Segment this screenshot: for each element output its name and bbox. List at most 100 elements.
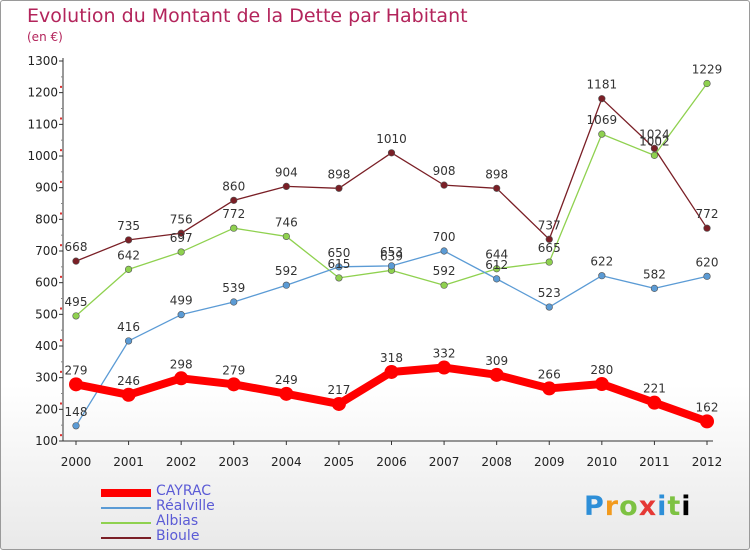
legend-item: Albias bbox=[101, 513, 301, 530]
x-tick-label: 2006 bbox=[376, 455, 407, 469]
y-tick-label: 800 bbox=[35, 212, 58, 226]
y-tick-label: 1000 bbox=[27, 149, 58, 163]
data-label: 653 bbox=[380, 245, 403, 259]
data-label: 746 bbox=[275, 215, 298, 229]
data-label: 1024 bbox=[639, 127, 670, 141]
data-label: 898 bbox=[485, 167, 508, 181]
data-label: 908 bbox=[433, 164, 456, 178]
data-label: 298 bbox=[170, 357, 193, 371]
y-tick-label: 1100 bbox=[27, 117, 58, 131]
data-label: 697 bbox=[170, 231, 193, 245]
data-point bbox=[440, 281, 448, 289]
data-label: 1181 bbox=[587, 78, 618, 92]
data-point bbox=[177, 229, 185, 237]
chart-title: Evolution du Montant de la Dette par Hab… bbox=[27, 5, 468, 27]
data-label: 416 bbox=[117, 320, 140, 334]
data-label: 332 bbox=[433, 347, 456, 361]
y-tick-label: 100 bbox=[35, 434, 58, 448]
x-tick-label: 2007 bbox=[429, 455, 460, 469]
series-line-réalville bbox=[75, 250, 708, 427]
data-label: 309 bbox=[485, 354, 508, 368]
y-tick-label: 600 bbox=[35, 276, 58, 290]
y-tick-label: 500 bbox=[35, 307, 58, 321]
data-label: 499 bbox=[170, 294, 193, 308]
x-tick-label: 2011 bbox=[639, 455, 670, 469]
data-point bbox=[387, 149, 396, 157]
x-tick-label: 2002 bbox=[166, 455, 197, 469]
data-label: 620 bbox=[696, 255, 719, 269]
data-point bbox=[230, 298, 238, 306]
data-label: 523 bbox=[538, 286, 561, 300]
data-point bbox=[440, 181, 448, 189]
data-point bbox=[69, 377, 83, 392]
legend: CAYRAC Réalville Albias Bioule bbox=[101, 483, 301, 545]
x-tick-label: 2010 bbox=[587, 455, 618, 469]
data-point bbox=[335, 184, 343, 192]
data-label: 266 bbox=[538, 367, 561, 381]
x-tick-label: 2008 bbox=[481, 455, 512, 469]
data-point bbox=[72, 422, 80, 430]
y-tick-label: 400 bbox=[35, 339, 58, 353]
x-tick-label: 2000 bbox=[61, 455, 92, 469]
data-point bbox=[493, 275, 501, 283]
data-label: 860 bbox=[222, 179, 245, 193]
data-label: 772 bbox=[696, 207, 719, 221]
data-point bbox=[545, 303, 553, 311]
data-label: 904 bbox=[275, 165, 298, 179]
data-label: 668 bbox=[65, 240, 88, 254]
data-point bbox=[703, 272, 711, 280]
data-point bbox=[177, 248, 185, 256]
data-label: 756 bbox=[170, 212, 193, 226]
x-tick-label: 2004 bbox=[271, 455, 302, 469]
y-tick-label: 700 bbox=[35, 244, 58, 258]
data-point bbox=[335, 263, 343, 271]
data-point bbox=[700, 414, 714, 429]
legend-label: CAYRAC bbox=[156, 483, 212, 499]
data-point bbox=[174, 371, 189, 386]
data-label: 615 bbox=[327, 257, 350, 271]
chart-subtitle: (en €) bbox=[27, 30, 63, 44]
data-label: 612 bbox=[485, 258, 508, 272]
legend-item: Réalville bbox=[101, 498, 301, 515]
data-point bbox=[331, 396, 346, 411]
data-point bbox=[493, 184, 501, 192]
x-tick-label: 2005 bbox=[324, 455, 355, 469]
data-point bbox=[545, 235, 553, 243]
data-point bbox=[387, 262, 396, 270]
data-point bbox=[72, 257, 80, 265]
data-point bbox=[650, 284, 659, 292]
legend-item: CAYRAC bbox=[101, 483, 301, 500]
data-point bbox=[703, 224, 711, 232]
data-label: 1002 bbox=[639, 134, 670, 148]
data-label: 650 bbox=[327, 246, 350, 260]
data-label: 162 bbox=[696, 400, 719, 414]
legend-label: Réalville bbox=[156, 498, 215, 514]
data-point bbox=[650, 151, 659, 159]
y-tick-label: 200 bbox=[35, 402, 58, 416]
data-label: 700 bbox=[433, 230, 456, 244]
data-point bbox=[335, 274, 343, 282]
data-label: 148 bbox=[65, 405, 88, 419]
data-point bbox=[542, 381, 557, 396]
data-point bbox=[282, 182, 290, 190]
legend-swatch bbox=[101, 489, 151, 497]
data-point bbox=[226, 377, 241, 392]
data-label: 592 bbox=[275, 264, 298, 278]
proxiti-logo: Proxiti bbox=[584, 491, 692, 522]
x-tick-label: 2001 bbox=[113, 455, 144, 469]
y-tick-label: 1300 bbox=[27, 54, 58, 68]
data-point bbox=[72, 312, 80, 320]
data-label: 539 bbox=[222, 281, 245, 295]
data-point bbox=[230, 196, 238, 204]
data-point bbox=[124, 265, 133, 273]
x-tick-label: 2003 bbox=[218, 455, 249, 469]
data-point bbox=[647, 395, 662, 410]
data-label: 1229 bbox=[692, 62, 723, 76]
legend-swatch bbox=[101, 522, 151, 524]
legend-swatch bbox=[101, 537, 151, 539]
data-label: 644 bbox=[485, 248, 508, 262]
data-label: 772 bbox=[222, 207, 245, 221]
data-label: 737 bbox=[538, 218, 561, 232]
data-label: 279 bbox=[222, 363, 245, 377]
